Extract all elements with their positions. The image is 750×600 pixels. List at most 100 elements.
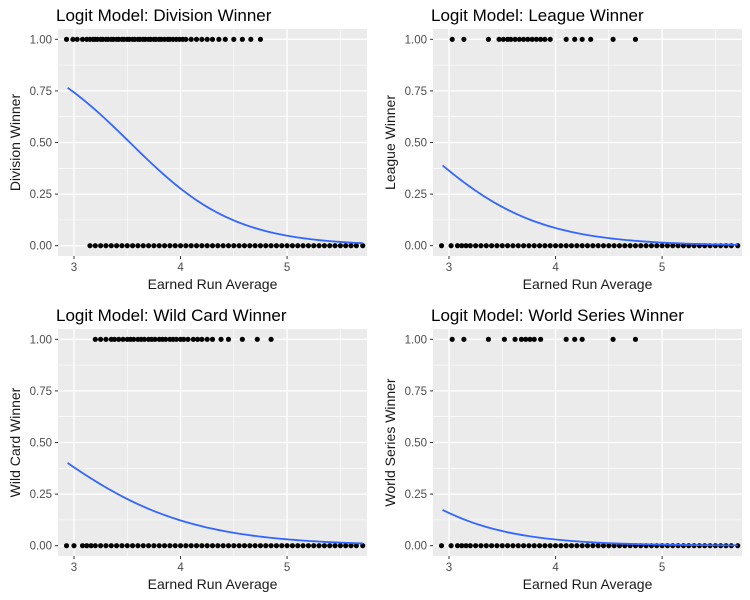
data-point [531,543,537,549]
x-axis-label: Earned Run Average [523,276,653,292]
data-point [119,243,125,249]
y-tick-label: 0.00 [30,241,52,253]
data-point [257,36,264,42]
data-point [209,336,216,342]
data-point [108,543,114,549]
data-point [664,243,671,249]
data-point [177,543,184,549]
data-point [199,243,205,249]
data-point [225,336,232,342]
data-point [552,243,559,249]
data-point [516,36,522,42]
data-point [124,543,130,549]
y-tick-label: 0.00 [405,541,427,553]
data-point [167,243,173,249]
data-point [188,36,194,42]
data-point [209,543,216,549]
data-point [459,543,465,549]
data-point [523,336,529,342]
data-point [588,36,594,42]
data-point [141,336,147,342]
data-point [473,543,479,549]
x-tick-label: 3 [446,562,452,574]
data-point [579,543,585,549]
data-point [485,36,492,42]
y-tick-label: 0.00 [405,241,427,253]
data-point [563,36,569,42]
data-point [119,543,125,549]
data-point [70,36,76,42]
data-point [92,243,98,249]
data-point [131,336,137,342]
data-point [348,243,354,249]
data-point [483,543,489,549]
data-point [512,36,518,42]
data-point [231,543,237,549]
data-point [305,243,311,249]
data-point [63,543,70,549]
data-point [231,36,237,42]
data-point [526,243,532,249]
data-point [181,336,187,342]
data-point [279,243,285,249]
data-point [572,36,578,42]
data-point [311,543,317,549]
data-point [204,36,210,42]
data-point [98,243,104,249]
data-point [531,336,537,342]
data-point [218,336,224,342]
panel-division-winner: 0.00 0.25 0.50 0.75 1.00 3 4 5 Logit Model: Divi… [0,0,375,300]
data-point [199,336,205,342]
x-tick-label: 4 [177,262,184,274]
data-point [172,543,178,549]
x-tick-label: 5 [284,562,290,574]
y-tick-label: 0.75 [30,86,52,98]
data-point [114,243,120,249]
data-point [193,36,200,42]
data-point [263,543,269,549]
data-point [595,243,601,249]
data-point [337,543,343,549]
data-point [225,543,232,549]
data-point [84,543,90,549]
data-point [648,243,655,249]
logit-fit-curve [442,509,738,547]
data-point [659,243,665,249]
data-point [140,543,146,549]
data-point [542,543,548,549]
y-tick-label: 0.50 [405,138,427,150]
data-point [289,243,296,249]
data-point [343,543,349,549]
y-tick-label: 0.00 [30,541,52,553]
chart-svg: 0.00 0.25 0.50 0.75 1.00 3 4 5 Logit Model: Wild… [7,306,367,592]
data-point [552,543,559,549]
data-point [533,36,539,42]
data-point [248,36,254,42]
y-axis-label: Wild Card Winner [7,387,23,497]
data-point [188,243,194,249]
y-tick-label: 0.75 [405,386,427,398]
x-axis-label: Earned Run Average [523,576,653,592]
data-point [151,243,157,249]
data-point [526,543,532,549]
x-axis-label: Earned Run Average [148,276,278,292]
data-point [145,243,152,249]
data-point [485,336,492,342]
data-point [74,36,80,42]
data-point [512,336,518,342]
data-point [448,243,454,249]
data-point [263,243,269,249]
data-point [520,543,527,549]
data-point [343,243,349,249]
data-point [499,543,505,549]
panel-league-winner: 0.00 0.25 0.50 0.75 1.00 3 4 5 Logit Model: Leag… [375,0,750,300]
data-point [215,243,221,249]
chart-title: Logit Model: Wild Card Winner [56,306,287,325]
data-point [279,543,285,549]
data-point [161,543,168,549]
data-point [199,36,205,42]
data-point [193,243,200,249]
data-point [215,543,221,549]
data-point [579,336,585,342]
data-point [536,543,543,549]
